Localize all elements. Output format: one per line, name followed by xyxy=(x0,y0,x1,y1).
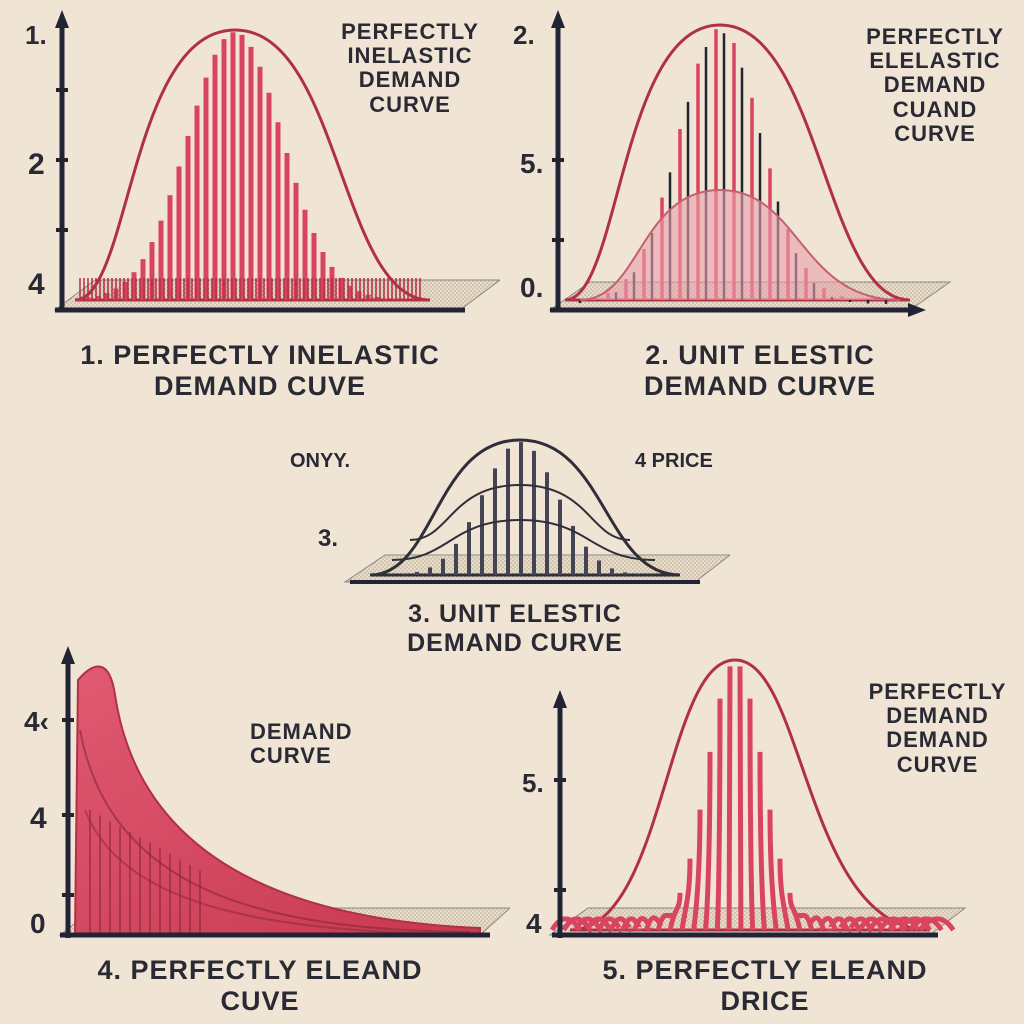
panel-1-ytick-0: 2 xyxy=(28,148,45,182)
panel-1-caption: 1. PERFECTLY INELASTIC DEMAND CUVE xyxy=(20,340,500,402)
panel-3-ytick: 3. xyxy=(318,525,338,553)
panel-4-chart xyxy=(0,640,510,950)
panel-3-left-label: ONYY. xyxy=(290,450,350,473)
panel-2-ytick-0: 5. xyxy=(520,148,543,180)
panel-4: 4‹ 4 0 DEMAND CURVE xyxy=(0,640,510,950)
panel-2-ytick-1: 0. xyxy=(520,272,543,304)
panel-1-side-label: PERFECTLY INELASTIC DEMAND CURVE xyxy=(320,20,500,117)
panel-3: ONYY. 3. 4 PRICE xyxy=(300,420,730,595)
panel-5-ytick-0: 5. xyxy=(522,768,544,799)
panel-4-ytick-0: 4‹ xyxy=(24,706,49,738)
panel-5-caption: 5. PERFECTLY ELEAND DRICE xyxy=(540,955,990,1017)
panel-3-right-label: 4 PRICE xyxy=(635,450,713,473)
panel-2-side-label: PERFECTLY ELELASTIC DEMAND CUAND CURVE xyxy=(850,25,1020,146)
panel-5-side-label: PERFECTLY DEMAND DEMAND CURVE xyxy=(855,680,1020,777)
panel-3-chart xyxy=(300,420,730,595)
panel-4-inner-label: DEMAND CURVE xyxy=(250,720,400,768)
panel-4-caption: 4. PERFECTLY ELEAND CUVE xyxy=(30,955,490,1017)
panel-2-caption: 2. UNIT ELESTIC DEMAND CURVE xyxy=(540,340,980,402)
panel-2-corner: 2. xyxy=(513,20,535,51)
panel-5-ytick-1: 4 xyxy=(526,908,542,940)
panel-4-ytick-1: 4 xyxy=(30,802,47,836)
panel-1-ytick-1: 4 xyxy=(28,268,45,302)
panel-4-ytick-2: 0 xyxy=(30,908,46,940)
panel-1-corner: 1. xyxy=(25,20,47,51)
